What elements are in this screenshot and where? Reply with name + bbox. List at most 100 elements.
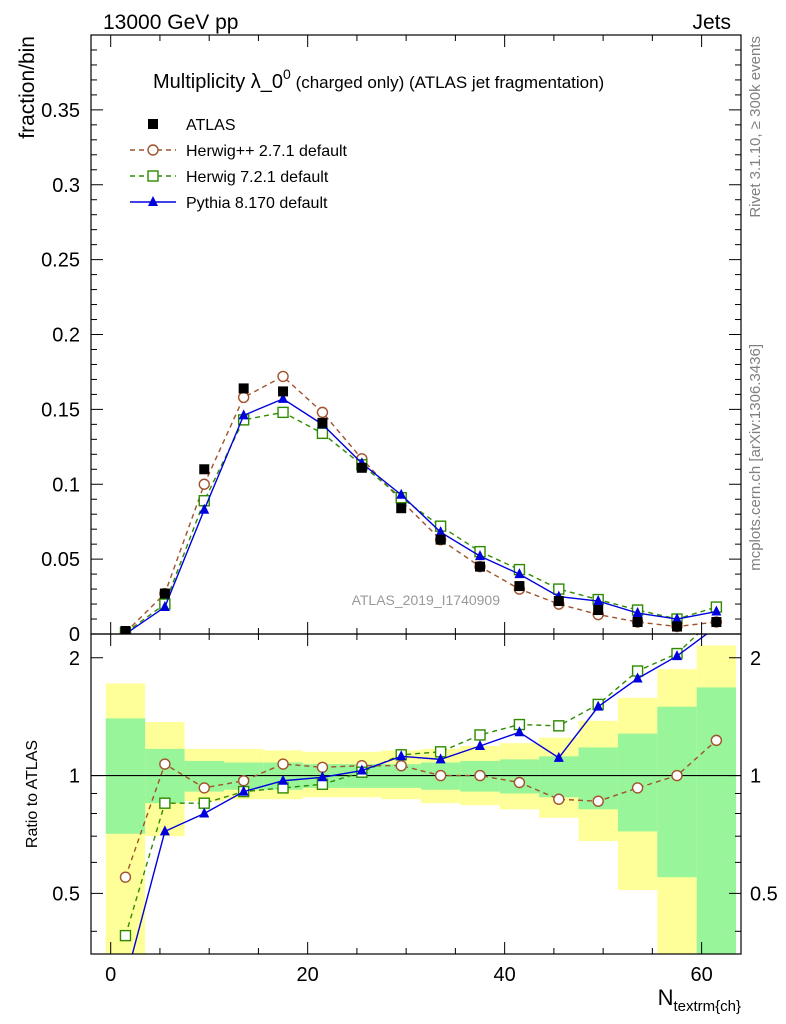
data-point — [159, 588, 170, 599]
legend-label: Pythia 8.170 default — [186, 195, 328, 212]
ratio-point — [435, 753, 446, 764]
data-point — [632, 607, 643, 618]
ratio-point — [592, 795, 604, 807]
x-tick-label: 60 — [690, 964, 712, 986]
ratio-band-inner — [539, 756, 579, 798]
data-point — [396, 488, 407, 499]
data-point — [159, 601, 170, 612]
legend-marker — [147, 170, 159, 182]
data-point — [475, 550, 486, 561]
ratio-point — [553, 720, 565, 732]
main-panel-series — [119, 370, 723, 634]
side-label-mcplots: mcplots.cern.ch [arXiv:1306.3436] — [747, 344, 764, 571]
legend-marker — [148, 119, 158, 129]
ratio-series-line — [131, 634, 708, 954]
ratio-point — [474, 769, 486, 782]
data-point — [278, 392, 289, 403]
ratio-point — [474, 729, 486, 741]
x-axis-label: Ntextrm{ch} — [658, 985, 741, 1015]
ratio-point — [632, 672, 643, 683]
data-point — [711, 617, 722, 628]
data-point — [199, 464, 210, 475]
header-process: 13000 GeV pp — [103, 11, 238, 34]
data-point — [671, 613, 682, 624]
legend-label: Herwig++ 2.7.1 default — [186, 143, 348, 160]
data-point — [277, 406, 289, 419]
data-point — [711, 605, 722, 616]
chart-title: Multiplicity λ_00 (charged only) (ATLAS … — [153, 66, 604, 93]
tick-labels: 0 0.05 0.1 0.15 0.2 0.25 0.3 0.35 0 20 40 60 0.5 0.5 1… — [41, 100, 778, 986]
ratio-point — [513, 776, 526, 789]
x-tick-label: 20 — [297, 964, 319, 986]
chart-title-main: Multiplicity λ_0 — [153, 71, 283, 93]
y-tick-label-main: 0.05 — [41, 549, 80, 571]
ratio-point — [356, 764, 367, 775]
y-tick-label-ratio-right: 1 — [750, 766, 761, 788]
data-point — [278, 386, 289, 397]
ratio-point — [553, 793, 565, 805]
ratio-series-line — [124, 739, 717, 878]
header-observable-group: Jets — [692, 11, 731, 34]
data-point — [593, 605, 604, 616]
y-tick-label-main: 0.15 — [41, 399, 80, 421]
data-point — [198, 478, 210, 490]
ratio-point — [395, 759, 407, 772]
ratio-point — [119, 929, 132, 942]
ratio-point — [434, 769, 447, 782]
ratio-point — [199, 807, 210, 818]
data-point — [199, 503, 210, 514]
ratio-point — [277, 758, 289, 770]
y-axis-label-main: fraction/bin — [16, 36, 39, 139]
chart-title-rest: (charged only) (ATLAS jet fragmentation) — [291, 73, 604, 92]
ratio-point — [238, 785, 249, 796]
data-point — [553, 596, 564, 607]
legend-label: ATLAS — [186, 117, 236, 134]
y-tick-label-main: 0 — [69, 624, 80, 646]
data-point — [316, 427, 329, 440]
series-line — [125, 398, 717, 634]
legend-marker — [148, 196, 158, 206]
ratio-point — [237, 775, 250, 787]
data-point — [514, 568, 525, 579]
data-point — [238, 383, 249, 394]
data-point — [120, 626, 131, 634]
ratio-point — [198, 797, 210, 809]
analysis-watermark: ATLAS_2019_I1740909 — [352, 592, 501, 608]
legend-label: Herwig 7.2.1 default — [186, 169, 329, 186]
ratio-point — [316, 761, 329, 773]
ratio-panel-frame — [90, 633, 742, 955]
y-tick-label-ratio: 0.5 — [52, 883, 80, 905]
data-point — [396, 503, 407, 514]
data-point — [435, 526, 446, 537]
ratio-uncertainty-bands — [91, 645, 741, 954]
ratio-point — [593, 700, 604, 711]
y-tick-label-main: 0.35 — [41, 100, 80, 122]
ratio-point — [159, 797, 171, 809]
ratio-point — [553, 751, 564, 762]
data-point — [632, 617, 643, 628]
data-point — [475, 561, 486, 572]
ratio-point — [514, 726, 525, 737]
chart-title-superscript: 0 — [283, 66, 291, 82]
ratio-point — [198, 782, 210, 794]
y-tick-label-main: 0.1 — [52, 474, 80, 496]
y-tick-label-main: 0.2 — [52, 325, 80, 347]
data-point — [317, 417, 328, 428]
data-point — [238, 409, 249, 420]
y-axis-label-ratio: Ratio to ATLAS — [24, 740, 41, 848]
ratio-point — [475, 740, 486, 750]
y-tick-label-ratio-right: 0.5 — [750, 883, 778, 905]
legend-marker — [147, 144, 159, 156]
data-point — [277, 370, 289, 383]
ratio-point — [396, 750, 407, 761]
ratio-point — [671, 650, 682, 661]
data-point — [671, 621, 682, 632]
y-tick-label-main: 0.25 — [41, 250, 80, 272]
ratio-point — [159, 758, 171, 770]
data-point — [514, 581, 525, 592]
y-tick-label-ratio-right: 2 — [750, 648, 761, 670]
ratio-point — [159, 825, 170, 836]
ratio-point — [671, 769, 683, 782]
ratio-band-inner — [657, 706, 697, 878]
